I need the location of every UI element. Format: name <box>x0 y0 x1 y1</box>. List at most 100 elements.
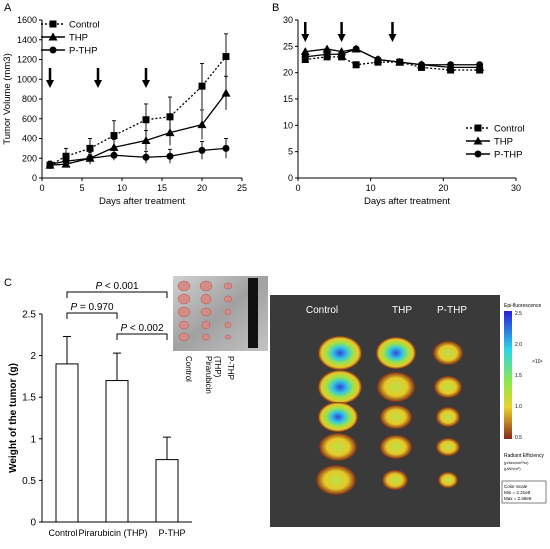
chart-a-data-point <box>46 160 54 168</box>
chart-a-series-line <box>49 56 227 166</box>
ivis-scale-tick-label: 1.0 <box>515 404 522 410</box>
chart-c-significance-label: P = 0.970 <box>70 302 114 313</box>
ivis-col-label-pthp: P-THP <box>437 305 467 316</box>
chart-a-data-point <box>197 120 207 129</box>
chart-c-bar <box>105 380 129 523</box>
panel-label-a: A <box>4 2 12 14</box>
chart-a-xtick-label: 10 <box>117 183 127 193</box>
chart-a-xtick-label: 20 <box>197 183 207 193</box>
ivis-scale-tick-label: 2.5 <box>515 311 522 317</box>
chart-b-xtick-label: 30 <box>511 183 521 193</box>
chart-a-treatment-arrow-head <box>94 80 102 88</box>
chart-b-series-2 <box>301 45 484 69</box>
chart-c-category-label: P-THP <box>159 528 186 538</box>
chart-b-x-axis-title: Days after treatment <box>364 196 450 207</box>
chart-a-series-2 <box>46 138 230 168</box>
chart-b-treatment-arrow-head <box>337 34 346 42</box>
chart-c-ytick-label: 1 <box>30 434 36 445</box>
chart-a-legend-label: THP <box>69 33 88 44</box>
chart-b-ytick-label: 30 <box>283 15 293 25</box>
photo-label-control: Control <box>184 356 193 382</box>
ivis-scale-exponent: ×10⁹ <box>532 359 543 365</box>
chart-b-legend-label: THP <box>494 137 513 148</box>
chart-a-data-point <box>142 153 150 161</box>
ivis-color-scale-line-1: Color Scale <box>504 484 528 489</box>
chart-b-ytick-label: 20 <box>283 68 293 78</box>
chart-b-xtick-label: 10 <box>366 183 376 193</box>
chart-b-legend-label: P-THP <box>494 150 523 161</box>
ivis-scale-tick-label: 2.0 <box>515 342 522 348</box>
chart-a-xtick-label: 15 <box>157 183 167 193</box>
photo-label-thp: Pirarubicin(THP) <box>204 356 222 394</box>
chart-b-data-point <box>476 61 484 69</box>
chart-c-ytick-label: 2.5 <box>22 310 36 321</box>
chart-b-data-point <box>418 61 426 69</box>
chart-a-ytick-label: 800 <box>22 94 37 104</box>
chart-a-ytick-label: 600 <box>22 114 37 124</box>
chart-c-significance-bracket <box>66 291 168 298</box>
excised-tumor-photo: Control Pirarubicin(THP) P-THP <box>170 276 270 396</box>
ivis-col-label-thp: THP <box>392 305 412 316</box>
ivis-scale-tick-label: 1.5 <box>515 373 522 379</box>
chart-b-treatment-arrow-head <box>388 34 397 42</box>
chart-a-treatment-arrow-head <box>46 80 54 88</box>
chart-b-data-point <box>338 50 346 58</box>
ivis-col-label-control: Control <box>306 305 338 316</box>
chart-a-series-line <box>49 147 227 165</box>
ivis-scale-title: Epi-fluorescence <box>504 303 541 309</box>
chart-a-data-point <box>86 154 94 162</box>
ivis-units-detail-2: (μW/cm²) <box>504 466 521 471</box>
chart-c-ytick-label: 0 <box>30 518 36 529</box>
chart-a-ytick-label: 200 <box>22 153 37 163</box>
chart-b-data-point <box>374 56 382 63</box>
chart-c-significance-label: P < 0.001 <box>95 281 139 292</box>
panel-label-c: C <box>4 277 12 289</box>
chart-a-y-axis-title: Tumor Volume (mm3) <box>2 53 13 145</box>
chart-b-data-point <box>301 53 309 61</box>
chart-b-ytick-label: 0 <box>288 173 293 183</box>
chart-a-data-point <box>86 144 94 152</box>
chart-a-ytick-label: 1600 <box>17 15 37 25</box>
chart-c-ytick-label: 0.5 <box>22 476 36 487</box>
chart-a-ytick-label: 0 <box>32 173 37 183</box>
chart-b-data-point <box>396 58 404 66</box>
chart-c-bar <box>55 363 79 523</box>
chart-b-data-point <box>352 45 360 53</box>
chart-a-data-point <box>222 53 230 61</box>
chart-b-ytick-label: 25 <box>283 41 293 51</box>
chart-b-legend-0-marker <box>474 124 482 132</box>
chart-a-data-point <box>62 157 70 165</box>
chart-a-series-1 <box>45 75 231 169</box>
chart-a-xtick-label: 0 <box>39 183 44 193</box>
chart-b-legend-label: Control <box>494 124 525 135</box>
tumor-volume-chart: 0 200 400 600 800 1000 1200 1400 1600 0 5 10 15 20 25 D… <box>2 15 247 207</box>
chart-a-treatment-arrow-head <box>142 80 150 88</box>
ivis-units-detail-1: (p/sec/cm²/sr) <box>504 460 529 465</box>
chart-c-ytick-label: 2 <box>30 351 36 362</box>
chart-b-data-point <box>323 50 331 58</box>
chart-c-category-label: Control <box>48 528 77 538</box>
chart-a-ytick-label: 1200 <box>17 55 37 65</box>
chart-c-bar <box>155 459 179 523</box>
chart-c-y-axis-title: Weight of the tumor (g) <box>8 363 19 473</box>
chart-a-data-point <box>62 152 70 160</box>
chart-a-data-point <box>110 132 118 140</box>
chart-a-ytick-label: 1400 <box>17 35 37 45</box>
chart-b-xtick-label: 0 <box>295 183 300 193</box>
chart-a-data-point <box>109 142 119 151</box>
ivis-units-title: Radiant Efficiency <box>504 453 544 459</box>
chart-c-significance-bracket <box>116 333 168 340</box>
chart-a-data-point <box>142 116 150 124</box>
chart-a-data-point <box>165 128 175 137</box>
panel-label-b: B <box>272 2 280 14</box>
ivis-color-scale-line-2: Min = 2.31e8 <box>504 490 531 495</box>
chart-a-data-point <box>198 146 206 154</box>
chart-c-significance-bracket <box>66 312 118 319</box>
ivis-color-scale-line-3: Max = 2.58e9 <box>504 496 532 501</box>
chart-b-ytick-label: 15 <box>283 94 293 104</box>
chart-a-data-point <box>141 135 151 144</box>
chart-b-data-point <box>447 61 455 69</box>
chart-b-data-point <box>300 47 310 56</box>
chart-a-data-point <box>222 144 230 152</box>
